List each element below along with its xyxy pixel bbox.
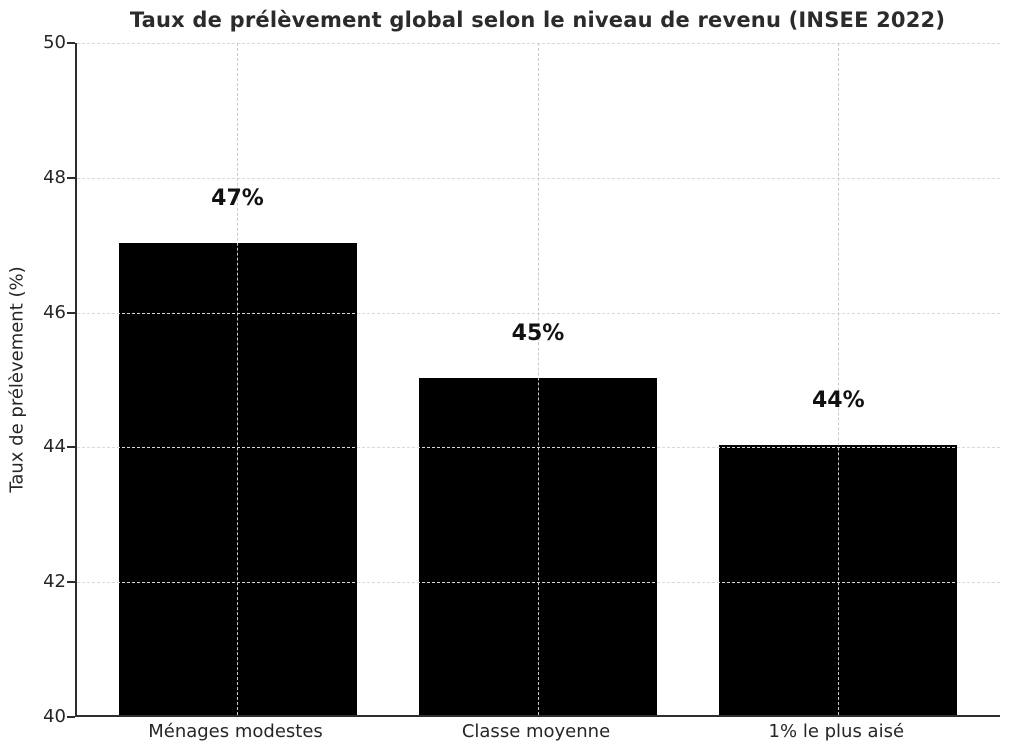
gridline-y-48 (77, 177, 1000, 179)
y-tick-mark-40 (67, 716, 75, 718)
chart-title: Taux de prélèvement global selon le nive… (129, 8, 946, 32)
y-tick-label-40: 40 (43, 706, 66, 727)
plot-area: 47% 45% 44% (75, 43, 1000, 717)
gridline-y-50 (77, 43, 1000, 44)
bar-value-label-0: 47% (211, 186, 264, 212)
gridline-x-1 (537, 43, 539, 715)
y-tick-label-46: 46 (43, 301, 66, 323)
y-tick-label-44: 44 (43, 436, 66, 458)
y-tick-mark-48 (67, 176, 75, 179)
x-tick-label-2: 1% le plus aisé (768, 721, 905, 742)
y-axis-label: Taux de prélèvement (%) (6, 266, 28, 493)
y-tick-label-48: 48 (43, 166, 66, 188)
x-tick-label-1: Classe moyenne (461, 721, 611, 742)
gridline-y-42 (77, 582, 1000, 584)
bar-value-label-1: 45% (511, 321, 565, 346)
y-tick-label-42: 42 (43, 571, 66, 593)
gridline-x-2 (837, 43, 839, 715)
y-tick-mark-42 (67, 581, 75, 584)
y-tick-mark-50 (67, 42, 75, 44)
gridline-y-46 (77, 312, 1000, 314)
x-tick-label-0: Ménages modestes (148, 721, 323, 742)
y-tick-label-50: 50 (43, 32, 66, 53)
y-tick-mark-44 (67, 446, 75, 449)
gridline-y-44 (77, 447, 1000, 449)
gridline-x-0 (237, 43, 238, 715)
bar-value-label-2: 44% (811, 388, 865, 414)
y-tick-mark-46 (67, 311, 75, 314)
